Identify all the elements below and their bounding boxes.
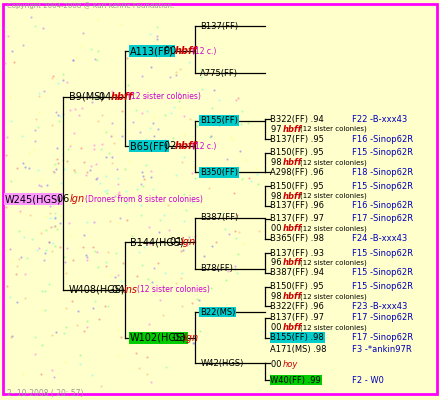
Text: ins: ins [124, 285, 138, 295]
Text: lgn: lgn [184, 333, 199, 343]
Text: A775(FF): A775(FF) [200, 69, 238, 78]
Text: hbff: hbff [283, 258, 302, 268]
Text: hbff: hbff [110, 92, 133, 102]
Text: (12 sister colonies): (12 sister colonies) [300, 159, 367, 166]
Text: 03: 03 [173, 333, 188, 343]
Text: B137(FF) .97: B137(FF) .97 [271, 214, 324, 223]
Text: F15 -Sinop62R: F15 -Sinop62R [352, 282, 413, 291]
Text: 00: 00 [271, 323, 284, 332]
Text: B322(FF) .96: B322(FF) .96 [271, 302, 324, 311]
Text: 00: 00 [271, 224, 284, 233]
Text: hbff: hbff [283, 323, 302, 332]
Text: F15 -Sinop62R: F15 -Sinop62R [352, 148, 413, 157]
Text: hbff: hbff [175, 46, 197, 56]
Text: F17 -Sinop62R: F17 -Sinop62R [352, 333, 413, 342]
Text: 00: 00 [271, 360, 284, 369]
Text: B387(FF) .94: B387(FF) .94 [271, 268, 324, 277]
Text: (12 c.): (12 c.) [192, 142, 217, 150]
Text: B387(FF): B387(FF) [200, 213, 238, 222]
Text: 98: 98 [271, 192, 285, 200]
Text: B9(MS): B9(MS) [69, 92, 104, 102]
Text: F17 -Sinop62R: F17 -Sinop62R [352, 214, 413, 223]
Text: 02: 02 [164, 141, 180, 151]
Text: hbff: hbff [283, 292, 302, 301]
Text: B150(FF) .95: B150(FF) .95 [271, 182, 324, 191]
Text: F2 - W0: F2 - W0 [352, 376, 383, 385]
Text: A171(MS) .98: A171(MS) .98 [271, 345, 327, 354]
Text: B322(FF) .94: B322(FF) .94 [271, 115, 324, 124]
Text: (12 sister colonies): (12 sister colonies) [300, 126, 367, 132]
Text: B137(FF) .93: B137(FF) .93 [271, 248, 324, 258]
Text: B78(FF): B78(FF) [200, 264, 233, 273]
Text: W245(HGS): W245(HGS) [5, 194, 62, 204]
Text: Copyright 2004-2008 @ Karl Kehrle Foundation.: Copyright 2004-2008 @ Karl Kehrle Founda… [7, 2, 175, 9]
Text: B137(FF) .96: B137(FF) .96 [271, 201, 324, 210]
Text: F15 -Sinop62R: F15 -Sinop62R [352, 182, 413, 191]
Text: 04: 04 [99, 92, 114, 102]
Text: (12 sister colonies): (12 sister colonies) [300, 193, 367, 199]
Text: 06: 06 [57, 194, 72, 204]
Text: W102(HGS): W102(HGS) [130, 333, 187, 343]
Text: F16 -Sinop62R: F16 -Sinop62R [352, 134, 413, 144]
Text: 98: 98 [271, 158, 285, 167]
Text: 00: 00 [164, 46, 180, 56]
Text: F15 -Sinop62R: F15 -Sinop62R [352, 268, 413, 277]
Text: B137(FF) .95: B137(FF) .95 [271, 134, 324, 144]
Text: (12 sister colonies): (12 sister colonies) [300, 226, 367, 232]
Text: F22 -B-xxx43: F22 -B-xxx43 [352, 115, 407, 124]
Text: A298(FF) .96: A298(FF) .96 [271, 168, 324, 177]
Text: 01: 01 [169, 238, 185, 248]
Text: hbff: hbff [283, 192, 302, 200]
Text: hbff: hbff [283, 158, 302, 167]
Text: B150(FF) .95: B150(FF) .95 [271, 282, 324, 291]
Text: (12 sister colonies): (12 sister colonies) [128, 92, 201, 102]
Text: B155(FF): B155(FF) [200, 116, 238, 125]
Text: hbff: hbff [283, 224, 302, 233]
Text: (12 c.): (12 c.) [192, 47, 217, 56]
Text: F17 -Sinop62R: F17 -Sinop62R [352, 314, 413, 322]
Text: F24 -B-xxx43: F24 -B-xxx43 [352, 234, 407, 243]
Text: B144(HGS): B144(HGS) [130, 238, 184, 248]
Text: lgn: lgn [70, 194, 85, 204]
Text: (12 sister colonies): (12 sister colonies) [300, 324, 367, 331]
Text: F18 -Sinop62R: F18 -Sinop62R [352, 168, 413, 177]
Text: lgn: lgn [180, 238, 196, 248]
Text: A113(FF): A113(FF) [130, 46, 174, 56]
Text: 98: 98 [271, 292, 285, 301]
Text: B350(FF): B350(FF) [200, 168, 238, 177]
Text: (12 sister colonies): (12 sister colonies) [300, 293, 367, 300]
Text: W40(FF) .99: W40(FF) .99 [271, 376, 321, 385]
Text: F3 -*ankin97R: F3 -*ankin97R [352, 345, 411, 354]
Text: hbff: hbff [175, 141, 197, 151]
Text: F15 -Sinop62R: F15 -Sinop62R [352, 248, 413, 258]
Text: 2- 10-2008 ( 20: 57): 2- 10-2008 ( 20: 57) [7, 389, 84, 398]
Text: B155(FF) .98: B155(FF) .98 [271, 333, 324, 342]
Text: F16 -Sinop62R: F16 -Sinop62R [352, 201, 413, 210]
Text: 04: 04 [112, 285, 127, 295]
Text: B22(MS): B22(MS) [200, 308, 236, 316]
Text: W42(HGS): W42(HGS) [200, 359, 244, 368]
Text: B365(FF) .98: B365(FF) .98 [271, 234, 324, 243]
Text: hbff: hbff [283, 125, 302, 134]
Text: 97: 97 [271, 125, 285, 134]
Text: B137(FF): B137(FF) [200, 22, 238, 31]
Text: B150(FF) .95: B150(FF) .95 [271, 148, 324, 157]
Text: F23 -B-xxx43: F23 -B-xxx43 [352, 302, 407, 311]
Text: (12 sister colonies): (12 sister colonies) [300, 260, 367, 266]
Text: B65(FF): B65(FF) [130, 141, 168, 151]
Text: 96: 96 [271, 258, 285, 268]
Text: (Drones from 8 sister colonies): (Drones from 8 sister colonies) [85, 195, 203, 204]
Text: (12 sister colonies): (12 sister colonies) [137, 285, 209, 294]
Text: hoy: hoy [283, 360, 298, 369]
Text: B137(FF) .97: B137(FF) .97 [271, 314, 324, 322]
Text: W408(HGS): W408(HGS) [69, 285, 125, 295]
